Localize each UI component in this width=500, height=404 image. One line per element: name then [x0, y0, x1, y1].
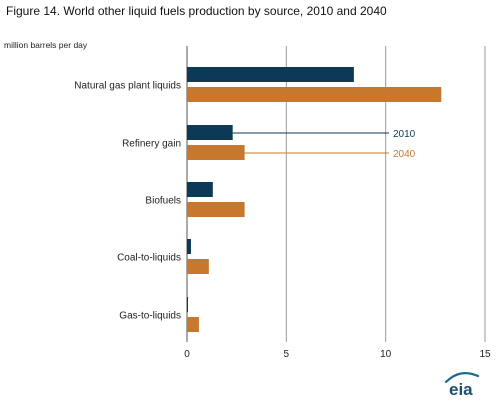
x-tick-label-5: 5 [284, 349, 290, 360]
labels: Natural gas plant liquids Refinery gain Bi… [74, 81, 181, 322]
legend-label-2040: 2040 [393, 149, 416, 160]
category-label-3: Coal-to-liquids [117, 253, 181, 264]
bar-2040-2 [187, 202, 245, 217]
legend: 2010 2040 [232, 129, 416, 160]
category-label-2: Biofuels [145, 196, 181, 207]
bar-2010-0 [187, 67, 354, 82]
category-label-0: Natural gas plant liquids [74, 81, 181, 92]
bar-2040-3 [187, 259, 209, 274]
legend-label-2010: 2010 [393, 129, 416, 140]
chart-title: Figure 14. World other liquid fuels prod… [6, 4, 387, 18]
bars [187, 67, 442, 332]
x-tick-label-15: 15 [479, 349, 491, 360]
bar-2010-3 [187, 239, 191, 254]
bar-2010-4 [187, 297, 188, 312]
units-label: million barrels per day [4, 40, 88, 50]
x-tick-label-0: 0 [184, 349, 190, 360]
category-label-4: Gas-to-liquids [119, 311, 181, 322]
bar-2040-1 [187, 145, 245, 160]
eia-logo: eia [444, 371, 480, 398]
bar-2010-1 [187, 125, 233, 140]
category-label-1: Refinery gain [122, 139, 181, 150]
bar-2010-2 [187, 182, 213, 197]
bar-2040-0 [187, 87, 442, 102]
x-axis: 0 5 10 15 [184, 349, 491, 360]
bar-2040-4 [187, 317, 199, 332]
svg-text:eia: eia [449, 380, 473, 398]
x-tick-label-10: 10 [380, 349, 392, 360]
